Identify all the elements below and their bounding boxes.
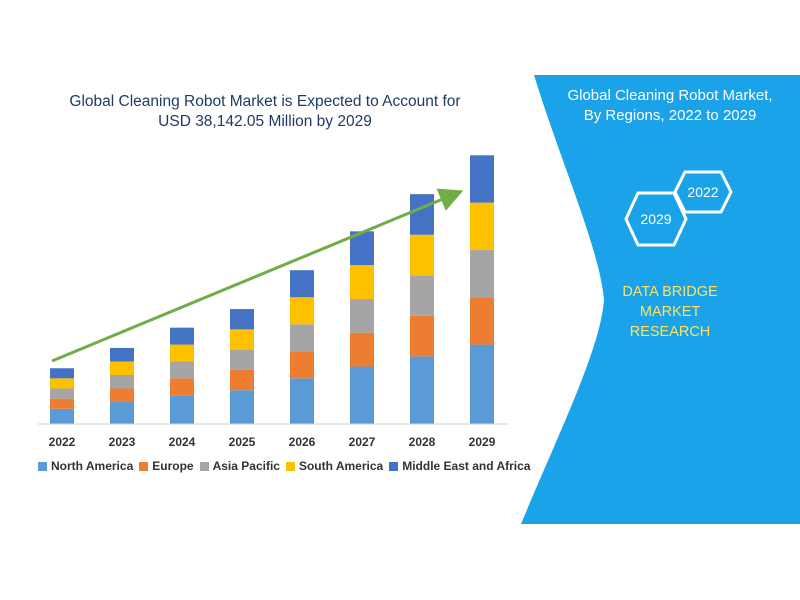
bar-segment-2026-south-america <box>290 297 314 325</box>
side-panel-title: Global Cleaning Robot Market, By Regions… <box>540 86 800 126</box>
bar-segment-2028-north-america <box>410 356 434 424</box>
bar-segment-2023-south-america <box>110 361 134 375</box>
bar-segment-2022-north-america <box>50 408 74 424</box>
legend-label: North America <box>51 459 134 473</box>
bar-segment-2028-south-america <box>410 234 434 276</box>
bar-segment-2024-north-america <box>170 395 194 424</box>
bar-segment-2024-asia-pacific <box>170 361 194 379</box>
bar-segment-2025-south-america <box>230 329 254 350</box>
bar-segment-2028-middle-east-and-africa <box>410 194 434 235</box>
side-title-line-2: By Regions, 2022 to 2029 <box>583 107 757 124</box>
x-tick-label-2027: 2027 <box>349 435 376 449</box>
x-tick-label-2025: 2025 <box>229 435 256 449</box>
x-tick-label-2024: 2024 <box>169 435 196 449</box>
bar-segment-2024-middle-east-and-africa <box>170 327 194 345</box>
chart-title-line-2: USD 38,142.05 Million by 2029 <box>158 113 372 130</box>
legend-swatch <box>199 461 209 471</box>
bar-segment-2029-north-america <box>470 344 494 424</box>
legend-swatch <box>389 461 399 471</box>
legend-item-north-america: North America <box>38 459 133 473</box>
legend-swatch <box>38 461 47 471</box>
bar-segment-2027-north-america <box>350 366 374 424</box>
bar-segment-2023-europe <box>110 388 134 403</box>
x-tick-label-2026: 2026 <box>289 435 316 449</box>
legend-label: Asia Pacific <box>212 459 280 473</box>
bar-segment-2029-asia-pacific <box>470 249 494 298</box>
bar-segment-2029-europe <box>470 297 494 345</box>
bar-segment-2022-europe <box>50 398 74 409</box>
brand-name: DATA BRIDGE MARKET RESEARCH <box>600 282 740 342</box>
bars-group <box>50 155 494 424</box>
bar-segment-2027-south-america <box>350 265 374 299</box>
legend-label: South America <box>298 459 384 473</box>
side-title-line-1: Global Cleaning Robot Market, <box>567 87 773 104</box>
bar-segment-2022-asia-pacific <box>50 388 74 399</box>
bar-segment-2023-asia-pacific <box>110 374 134 389</box>
trend-arrow <box>51 188 464 363</box>
chart-title-line-1: Global Cleaning Robot Market is Expected… <box>69 93 461 110</box>
bar-segment-2026-middle-east-and-africa <box>290 270 314 298</box>
brand-line-2: RESEARCH <box>629 324 711 340</box>
bar-segment-2026-europe <box>290 351 314 379</box>
legend-item-asia-pacific: Asia Pacific <box>199 459 280 473</box>
bar-segment-2024-europe <box>170 378 194 396</box>
x-tick-label-2023: 2023 <box>109 435 136 449</box>
legend-item-south-america: South America <box>285 459 384 473</box>
bar-segment-2025-asia-pacific <box>230 349 254 370</box>
x-tick-label-2022: 2022 <box>49 435 76 449</box>
brand-line-1: DATA BRIDGE MARKET <box>622 284 718 320</box>
legend-item-middle-east-and-africa: Middle East and Africa <box>389 459 530 473</box>
x-tick-label-2028: 2028 <box>409 435 436 449</box>
x-tick-label-2029: 2029 <box>469 435 496 449</box>
bar-segment-2023-middle-east-and-africa <box>110 347 134 362</box>
bar-segment-2026-north-america <box>290 378 314 424</box>
bar-segment-2027-asia-pacific <box>350 298 374 333</box>
bar-segment-2026-asia-pacific <box>290 324 314 352</box>
bar-segment-2022-south-america <box>50 378 74 389</box>
bar-segment-2028-asia-pacific <box>410 275 434 316</box>
bar-segment-2025-middle-east-and-africa <box>230 309 254 330</box>
legend: North America Europe Asia Pacific South Ame… <box>38 459 530 473</box>
legend-item-europe: Europe <box>139 459 194 473</box>
bar-segment-2022-middle-east-and-africa <box>50 368 74 379</box>
bar-segment-2023-north-america <box>110 402 134 424</box>
x-tick-labels: 2022 2023 2024 2025 2026 2027 2028 2029 <box>49 435 496 449</box>
bar-segment-2028-europe <box>410 315 434 357</box>
chart-title: Global Cleaning Robot Market is Expected… <box>40 92 490 132</box>
bar-segment-2025-north-america <box>230 390 254 424</box>
bar-segment-2029-south-america <box>470 202 494 250</box>
bar-segment-2025-europe <box>230 369 254 391</box>
legend-label: Middle East and Africa <box>402 459 531 473</box>
bar-segment-2024-south-america <box>170 344 194 362</box>
bar-segment-2029-middle-east-and-africa <box>470 155 494 203</box>
bar-segment-2027-europe <box>350 332 374 367</box>
legend-swatch <box>139 461 149 471</box>
legend-swatch <box>285 461 295 471</box>
legend-label: Europe <box>152 459 194 473</box>
